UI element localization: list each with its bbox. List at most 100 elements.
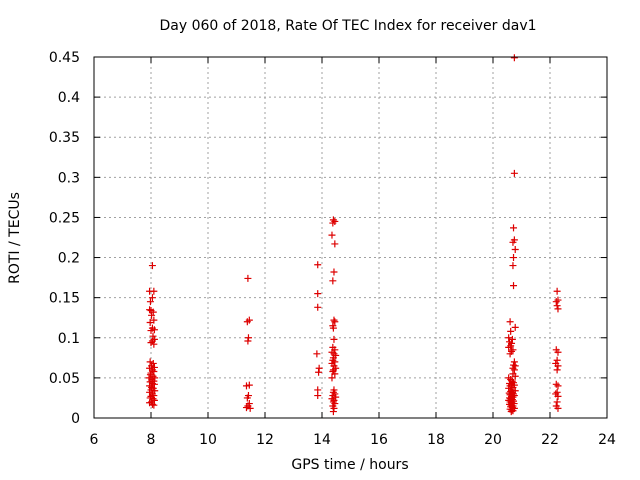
data-point (148, 400, 156, 408)
y-tick-label: 0.35 (49, 130, 80, 146)
data-point (554, 348, 562, 356)
y-tick-label: 0 (71, 411, 80, 427)
data-point (553, 388, 561, 396)
y-axis-label: ROTI / TECUs (7, 192, 23, 284)
data-point (243, 318, 251, 326)
data-point (330, 316, 338, 324)
grid (94, 57, 607, 418)
x-tick-label: 22 (541, 432, 559, 448)
y-tick-label: 0.1 (58, 331, 80, 347)
data-point (148, 337, 156, 345)
data-point (314, 290, 322, 298)
data-point (149, 308, 157, 316)
y-tick-label: 0.15 (49, 291, 80, 307)
data-point (554, 392, 562, 400)
x-tick-label: 16 (370, 432, 388, 448)
x-tick-label: 20 (484, 432, 502, 448)
data-point (150, 340, 158, 348)
data-point (146, 306, 154, 314)
data-point (554, 305, 562, 313)
data-point (510, 224, 518, 232)
y-tick-label: 0.3 (58, 170, 80, 186)
data-point (554, 404, 562, 412)
data-point (146, 358, 154, 366)
data-point (146, 319, 154, 327)
x-tick-label: 14 (313, 432, 331, 448)
data-point (505, 343, 513, 351)
data-point (553, 356, 561, 364)
x-axis-label: GPS time / hours (291, 457, 408, 473)
data-point (511, 372, 519, 380)
data-point (507, 408, 515, 416)
data-point (506, 318, 514, 326)
data-point (510, 282, 518, 290)
data-point (510, 358, 518, 366)
data-point (506, 350, 514, 358)
data-point (243, 394, 251, 402)
data-point (244, 274, 252, 282)
data-point (150, 401, 158, 409)
data-point (148, 311, 156, 319)
data-point (328, 374, 336, 382)
data-point (314, 303, 322, 311)
data-point (509, 238, 517, 246)
data-point (553, 398, 561, 406)
data-point (315, 368, 323, 376)
data-point (510, 254, 518, 262)
data-point (329, 219, 337, 227)
data-point (329, 277, 337, 285)
data-point (554, 296, 562, 304)
axes: 6 8 10 12 14 16 18 20 22 24 0 0.05 0.1 0.15 0.2 0.25 0.3… (49, 50, 616, 448)
y-tick-label: 0.2 (58, 251, 80, 267)
data-point (552, 298, 560, 306)
data-point (510, 366, 518, 374)
data-point (553, 366, 561, 374)
data-point (314, 392, 322, 400)
data-point (554, 362, 562, 370)
data-point (509, 346, 517, 354)
data-point (332, 393, 340, 401)
data-point (246, 404, 254, 412)
y-tick-label: 0.45 (49, 50, 80, 66)
data-point (331, 370, 339, 378)
x-tick-label: 12 (256, 432, 274, 448)
data-point (511, 323, 519, 331)
x-tick-label: 24 (598, 432, 616, 448)
data-point (507, 327, 515, 335)
y-tick-label: 0.05 (49, 371, 80, 387)
data-point (511, 246, 519, 254)
data-point (510, 169, 518, 177)
data-point (328, 231, 336, 239)
data-point (148, 366, 156, 374)
data-point (330, 335, 338, 343)
data-point (329, 408, 337, 416)
data-point (552, 380, 560, 388)
data-point (329, 324, 337, 332)
data-point (509, 262, 517, 270)
plot-border (93, 56, 608, 419)
x-tick-label: 6 (90, 432, 99, 448)
x-tick-label: 10 (199, 432, 217, 448)
data-point (147, 327, 155, 335)
x-tick-label: 8 (147, 432, 156, 448)
data-point (242, 404, 250, 412)
data-point (149, 372, 157, 380)
data-point (509, 407, 517, 415)
data-point (553, 287, 561, 295)
data-point (150, 287, 158, 295)
y-tick-label: 0.25 (49, 210, 80, 226)
y-tick-label: 0.4 (58, 90, 80, 106)
data-point (314, 261, 322, 269)
data-point (554, 382, 562, 390)
chart-title: Day 060 of 2018, Rate Of TEC Index for r… (159, 18, 536, 34)
data-point (553, 302, 561, 310)
data-point (146, 298, 154, 306)
data-points (145, 54, 562, 416)
data-point (242, 382, 250, 390)
data-point (244, 337, 252, 345)
data-point (510, 54, 518, 62)
data-point (148, 294, 156, 302)
data-point (150, 316, 158, 324)
data-point (331, 318, 339, 326)
